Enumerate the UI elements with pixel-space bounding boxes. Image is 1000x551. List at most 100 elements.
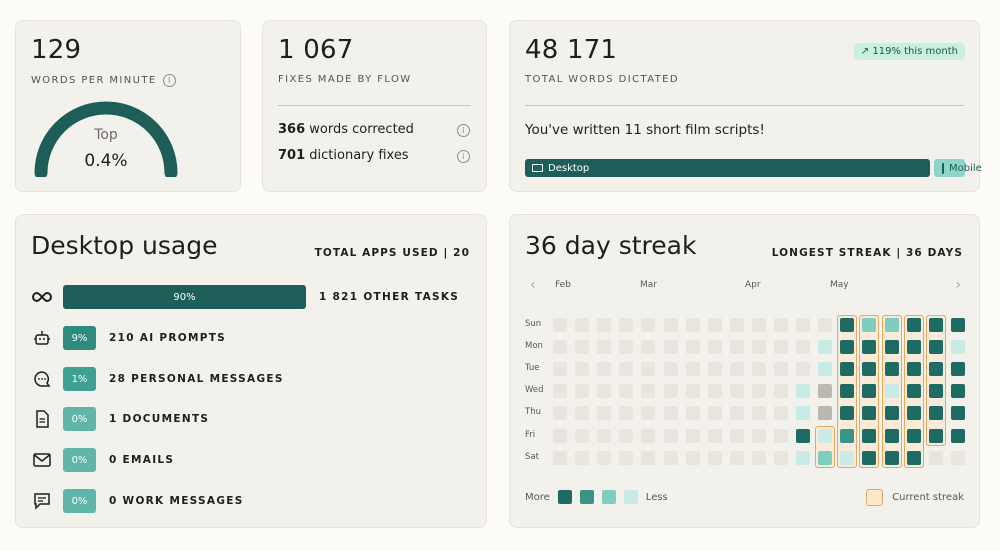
heatmap-cell[interactable] bbox=[619, 406, 634, 421]
heatmap-cell[interactable] bbox=[619, 318, 634, 332]
heatmap-cell[interactable] bbox=[774, 450, 788, 465]
heatmap-cell[interactable] bbox=[641, 340, 656, 355]
heatmap-cell[interactable] bbox=[729, 428, 744, 443]
heatmap-cell[interactable] bbox=[597, 406, 612, 421]
heatmap-cell[interactable] bbox=[928, 384, 943, 399]
heatmap-cell[interactable] bbox=[796, 340, 811, 355]
heatmap-cell[interactable] bbox=[928, 362, 943, 377]
heatmap-cell[interactable] bbox=[950, 362, 965, 377]
heatmap-cell[interactable] bbox=[685, 450, 700, 465]
heatmap-cell[interactable] bbox=[685, 428, 700, 443]
heatmap-cell[interactable] bbox=[906, 340, 921, 355]
heatmap-cell[interactable] bbox=[685, 340, 700, 355]
heatmap-cell[interactable] bbox=[553, 450, 567, 465]
heatmap-cell[interactable] bbox=[685, 318, 700, 332]
heatmap-cell[interactable] bbox=[729, 450, 744, 465]
heatmap-cell[interactable] bbox=[575, 318, 590, 332]
heatmap-cell[interactable] bbox=[796, 318, 811, 332]
chevron-right-icon[interactable]: › bbox=[955, 277, 961, 293]
heatmap-cell[interactable] bbox=[906, 318, 921, 332]
heatmap-cell[interactable] bbox=[862, 428, 877, 443]
heatmap-cell[interactable] bbox=[774, 340, 788, 355]
heatmap-cell[interactable] bbox=[950, 340, 965, 355]
heatmap-cell[interactable] bbox=[884, 340, 899, 355]
heatmap-cell[interactable] bbox=[663, 340, 678, 355]
desktop-bar[interactable]: Desktop bbox=[525, 159, 930, 177]
heatmap-cell[interactable] bbox=[641, 428, 656, 443]
heatmap-cell[interactable] bbox=[575, 384, 590, 399]
heatmap-cell[interactable] bbox=[641, 318, 656, 332]
heatmap-cell[interactable] bbox=[862, 450, 877, 465]
heatmap-cell[interactable] bbox=[553, 406, 567, 421]
heatmap-cell[interactable] bbox=[862, 384, 877, 399]
heatmap-cell[interactable] bbox=[707, 362, 722, 377]
heatmap-cell[interactable] bbox=[862, 318, 877, 332]
heatmap-cell[interactable] bbox=[884, 384, 899, 399]
heatmap-cell[interactable] bbox=[575, 340, 590, 355]
heatmap-cell[interactable] bbox=[597, 362, 612, 377]
heatmap-cell[interactable] bbox=[619, 384, 634, 399]
heatmap-cell[interactable] bbox=[840, 318, 855, 332]
heatmap-cell[interactable] bbox=[597, 318, 612, 332]
heatmap-cell[interactable] bbox=[950, 384, 965, 399]
heatmap-cell[interactable] bbox=[619, 362, 634, 377]
heatmap-cell[interactable] bbox=[840, 450, 855, 465]
heatmap-cell[interactable] bbox=[685, 384, 700, 399]
heatmap-cell[interactable] bbox=[840, 362, 855, 377]
heatmap-cell[interactable] bbox=[862, 340, 877, 355]
heatmap-cell[interactable] bbox=[619, 340, 634, 355]
heatmap-cell[interactable] bbox=[751, 450, 766, 465]
heatmap-cell[interactable] bbox=[553, 384, 567, 399]
heatmap-cell[interactable] bbox=[796, 450, 811, 465]
heatmap-cell[interactable] bbox=[751, 318, 766, 332]
heatmap-cell[interactable] bbox=[597, 428, 612, 443]
heatmap-cell[interactable] bbox=[906, 450, 921, 465]
heatmap-cell[interactable] bbox=[950, 450, 965, 465]
heatmap-cell[interactable] bbox=[575, 428, 590, 443]
heatmap-cell[interactable] bbox=[950, 406, 965, 421]
heatmap-cell[interactable] bbox=[663, 362, 678, 377]
heatmap-cell[interactable] bbox=[597, 384, 612, 399]
heatmap-cell[interactable] bbox=[774, 406, 788, 421]
info-icon[interactable]: i bbox=[457, 150, 470, 163]
heatmap-cell[interactable] bbox=[685, 406, 700, 421]
heatmap-cell[interactable] bbox=[663, 406, 678, 421]
heatmap-cell[interactable] bbox=[928, 318, 943, 332]
heatmap-cell[interactable] bbox=[619, 428, 634, 443]
heatmap-cell[interactable] bbox=[575, 406, 590, 421]
heatmap-cell[interactable] bbox=[553, 340, 567, 355]
heatmap-cell[interactable] bbox=[774, 362, 788, 377]
heatmap-cell[interactable] bbox=[818, 362, 833, 377]
heatmap-cell[interactable] bbox=[685, 362, 700, 377]
heatmap-cell[interactable] bbox=[840, 340, 855, 355]
heatmap-cell[interactable] bbox=[928, 450, 943, 465]
heatmap-cell[interactable] bbox=[641, 450, 656, 465]
heatmap-cell[interactable] bbox=[818, 428, 833, 443]
heatmap-cell[interactable] bbox=[774, 384, 788, 399]
heatmap-cell[interactable] bbox=[818, 384, 833, 399]
heatmap-cell[interactable] bbox=[641, 362, 656, 377]
heatmap-cell[interactable] bbox=[884, 318, 899, 332]
heatmap-cell[interactable] bbox=[729, 318, 744, 332]
heatmap-cell[interactable] bbox=[751, 384, 766, 399]
chevron-left-icon[interactable]: ‹ bbox=[530, 277, 536, 293]
heatmap-cell[interactable] bbox=[729, 384, 744, 399]
heatmap-cell[interactable] bbox=[707, 428, 722, 443]
mobile-bar[interactable]: Mobile bbox=[934, 159, 982, 177]
heatmap-cell[interactable] bbox=[553, 428, 567, 443]
heatmap-cell[interactable] bbox=[751, 340, 766, 355]
heatmap-cell[interactable] bbox=[818, 450, 833, 465]
heatmap-cell[interactable] bbox=[884, 362, 899, 377]
heatmap-cell[interactable] bbox=[818, 340, 833, 355]
heatmap-cell[interactable] bbox=[796, 406, 811, 421]
heatmap-cell[interactable] bbox=[796, 428, 811, 443]
heatmap-cell[interactable] bbox=[663, 318, 678, 332]
heatmap-cell[interactable] bbox=[751, 362, 766, 377]
heatmap-cell[interactable] bbox=[818, 318, 833, 332]
heatmap-cell[interactable] bbox=[884, 406, 899, 421]
heatmap-cell[interactable] bbox=[840, 384, 855, 399]
heatmap-cell[interactable] bbox=[928, 428, 943, 443]
heatmap-cell[interactable] bbox=[729, 406, 744, 421]
heatmap-cell[interactable] bbox=[818, 406, 833, 421]
heatmap-cell[interactable] bbox=[840, 406, 855, 421]
